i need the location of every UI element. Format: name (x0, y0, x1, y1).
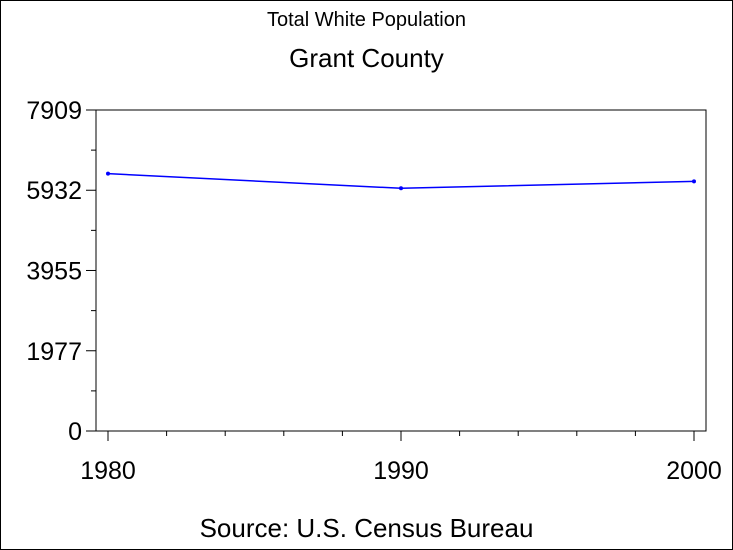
y-tick-label: 3955 (26, 257, 82, 285)
y-tick-label: 7909 (26, 97, 82, 125)
y-tick-label: 1977 (26, 338, 82, 366)
y-tick-label: 5932 (26, 177, 82, 205)
chart-title: Total White Population (266, 9, 466, 31)
y-tick-label: 0 (68, 418, 82, 446)
plot-area-frame (95, 109, 707, 432)
data-point (399, 186, 403, 191)
x-tick-label: 2000 (666, 457, 722, 485)
chart-subtitle: Grant County (289, 43, 444, 73)
series-line (107, 172, 695, 190)
source-note: Source: U.S. Census Bureau (199, 513, 534, 543)
x-tick-label: 1990 (373, 457, 429, 485)
x-tick-label: 1980 (80, 457, 136, 485)
data-point (106, 171, 110, 176)
data-point (692, 179, 696, 184)
